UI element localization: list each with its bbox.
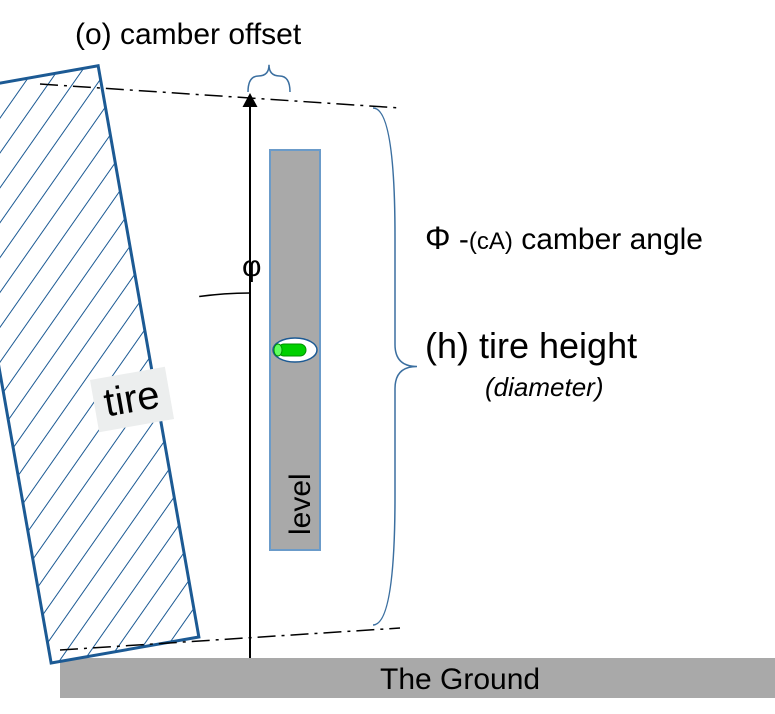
brace-offset: [248, 65, 290, 92]
camber-angle-text: camber angle: [513, 223, 703, 256]
label-camber-offset: (o) camber offset: [75, 18, 301, 52]
label-tire-height: (h) tire height: [425, 325, 637, 367]
phi-arc: [199, 293, 250, 297]
tire-group: [0, 66, 199, 663]
camber-diagram: [0, 0, 775, 714]
dash: -: [459, 223, 469, 256]
label-diameter: (diameter): [485, 372, 603, 403]
ca-abbrev: (cA): [469, 228, 513, 255]
label-level: level: [284, 473, 318, 535]
label-the-ground: The Ground: [380, 663, 540, 697]
brace-height: [373, 108, 417, 625]
label-phi-symbol: φ: [242, 250, 261, 284]
phi-symbol: Φ: [425, 220, 451, 256]
label-camber-angle: Φ -(cA) camber angle: [425, 220, 703, 257]
